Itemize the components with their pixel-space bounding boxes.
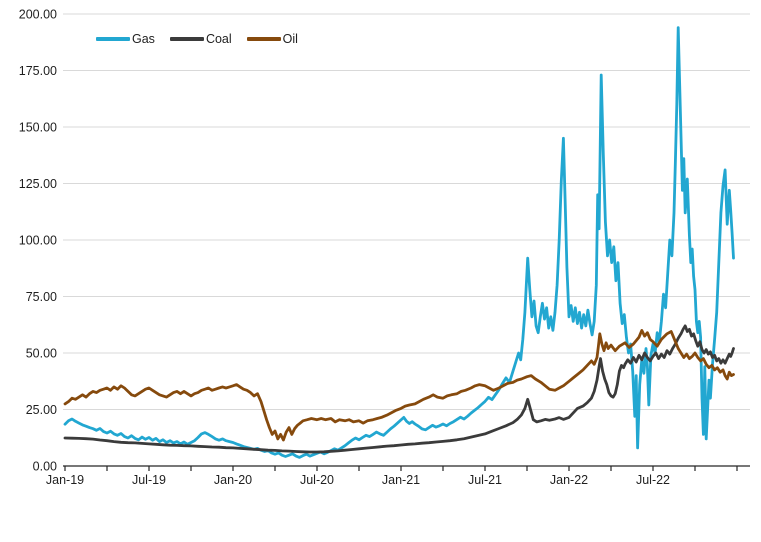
legend-item-gas: Gas [96,31,155,47]
x-axis-label: Jul-22 [636,473,670,487]
x-axis-label: Jan-21 [382,473,420,487]
coal-swatch-icon [169,37,204,41]
x-axis-label: Jul-21 [468,473,502,487]
x-axis-label: Jan-22 [550,473,588,487]
chart-legend: Gas Coal Oil [96,31,298,47]
y-axis-label: 75.00 [26,290,57,304]
x-axis-label: Jan-19 [46,473,84,487]
gas-line [63,26,735,459]
y-axis-label: 150.00 [19,121,57,135]
y-axis-label: 200.00 [19,8,57,22]
y-axis-label: 0.00 [33,460,57,474]
legend-item-coal: Coal [169,31,232,47]
x-axis-label: Jul-19 [132,473,166,487]
legend-label-gas: Gas [132,32,155,46]
y-axis-label: 175.00 [19,64,57,78]
x-axis-label: Jul-20 [300,473,334,487]
y-axis-label: 100.00 [19,234,57,248]
coal-line [63,324,735,454]
legend-label-coal: Coal [205,32,232,46]
oil-swatch-icon [246,37,281,41]
legend-label-oil: Oil [282,32,298,46]
y-axis-label: 125.00 [19,177,57,191]
gas-swatch-icon [96,37,130,41]
legend-item-oil: Oil [246,31,298,47]
oil-line [63,328,735,442]
x-axis-label: Jan-20 [214,473,252,487]
y-axis-label: 50.00 [26,347,57,361]
y-axis-label: 25.00 [26,403,57,417]
